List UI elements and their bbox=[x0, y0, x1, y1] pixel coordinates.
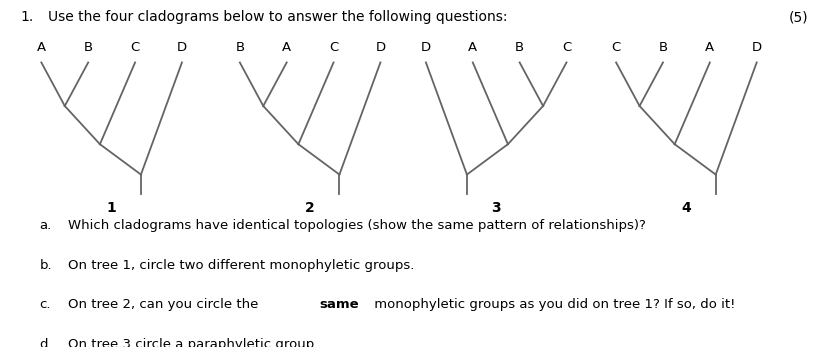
Text: a.: a. bbox=[40, 219, 52, 231]
Text: 3: 3 bbox=[491, 201, 501, 215]
Text: D: D bbox=[752, 41, 762, 54]
Text: 2: 2 bbox=[305, 201, 315, 215]
Text: C: C bbox=[329, 41, 338, 54]
Text: 1.: 1. bbox=[21, 10, 34, 24]
Text: c.: c. bbox=[40, 298, 51, 311]
Text: C: C bbox=[562, 41, 571, 54]
Text: D: D bbox=[375, 41, 385, 54]
Text: (5): (5) bbox=[789, 10, 809, 24]
Text: same: same bbox=[319, 298, 359, 311]
Text: 1: 1 bbox=[107, 201, 117, 215]
Text: B: B bbox=[658, 41, 667, 54]
Text: On tree 1, circle two different monophyletic groups.: On tree 1, circle two different monophyl… bbox=[68, 259, 414, 271]
Text: A: A bbox=[705, 41, 715, 54]
Text: C: C bbox=[611, 41, 621, 54]
Text: A: A bbox=[282, 41, 291, 54]
Text: monophyletic groups as you did on tree 1? If so, do it!: monophyletic groups as you did on tree 1… bbox=[370, 298, 735, 311]
Text: D: D bbox=[177, 41, 187, 54]
Text: B: B bbox=[515, 41, 524, 54]
Text: b.: b. bbox=[40, 259, 52, 271]
Text: On tree 2, can you circle the: On tree 2, can you circle the bbox=[68, 298, 262, 311]
Text: 4: 4 bbox=[681, 201, 691, 215]
Text: A: A bbox=[36, 41, 46, 54]
Text: Which cladograms have identical topologies (show the same pattern of relationshi: Which cladograms have identical topologi… bbox=[68, 219, 646, 231]
Text: d.: d. bbox=[40, 338, 52, 347]
Text: Use the four cladograms below to answer the following questions:: Use the four cladograms below to answer … bbox=[48, 10, 508, 24]
Text: D: D bbox=[421, 41, 431, 54]
Text: B: B bbox=[235, 41, 245, 54]
Text: On tree 3 circle a paraphyletic group.: On tree 3 circle a paraphyletic group. bbox=[68, 338, 318, 347]
Text: B: B bbox=[84, 41, 93, 54]
Text: C: C bbox=[131, 41, 140, 54]
Text: A: A bbox=[468, 41, 477, 54]
